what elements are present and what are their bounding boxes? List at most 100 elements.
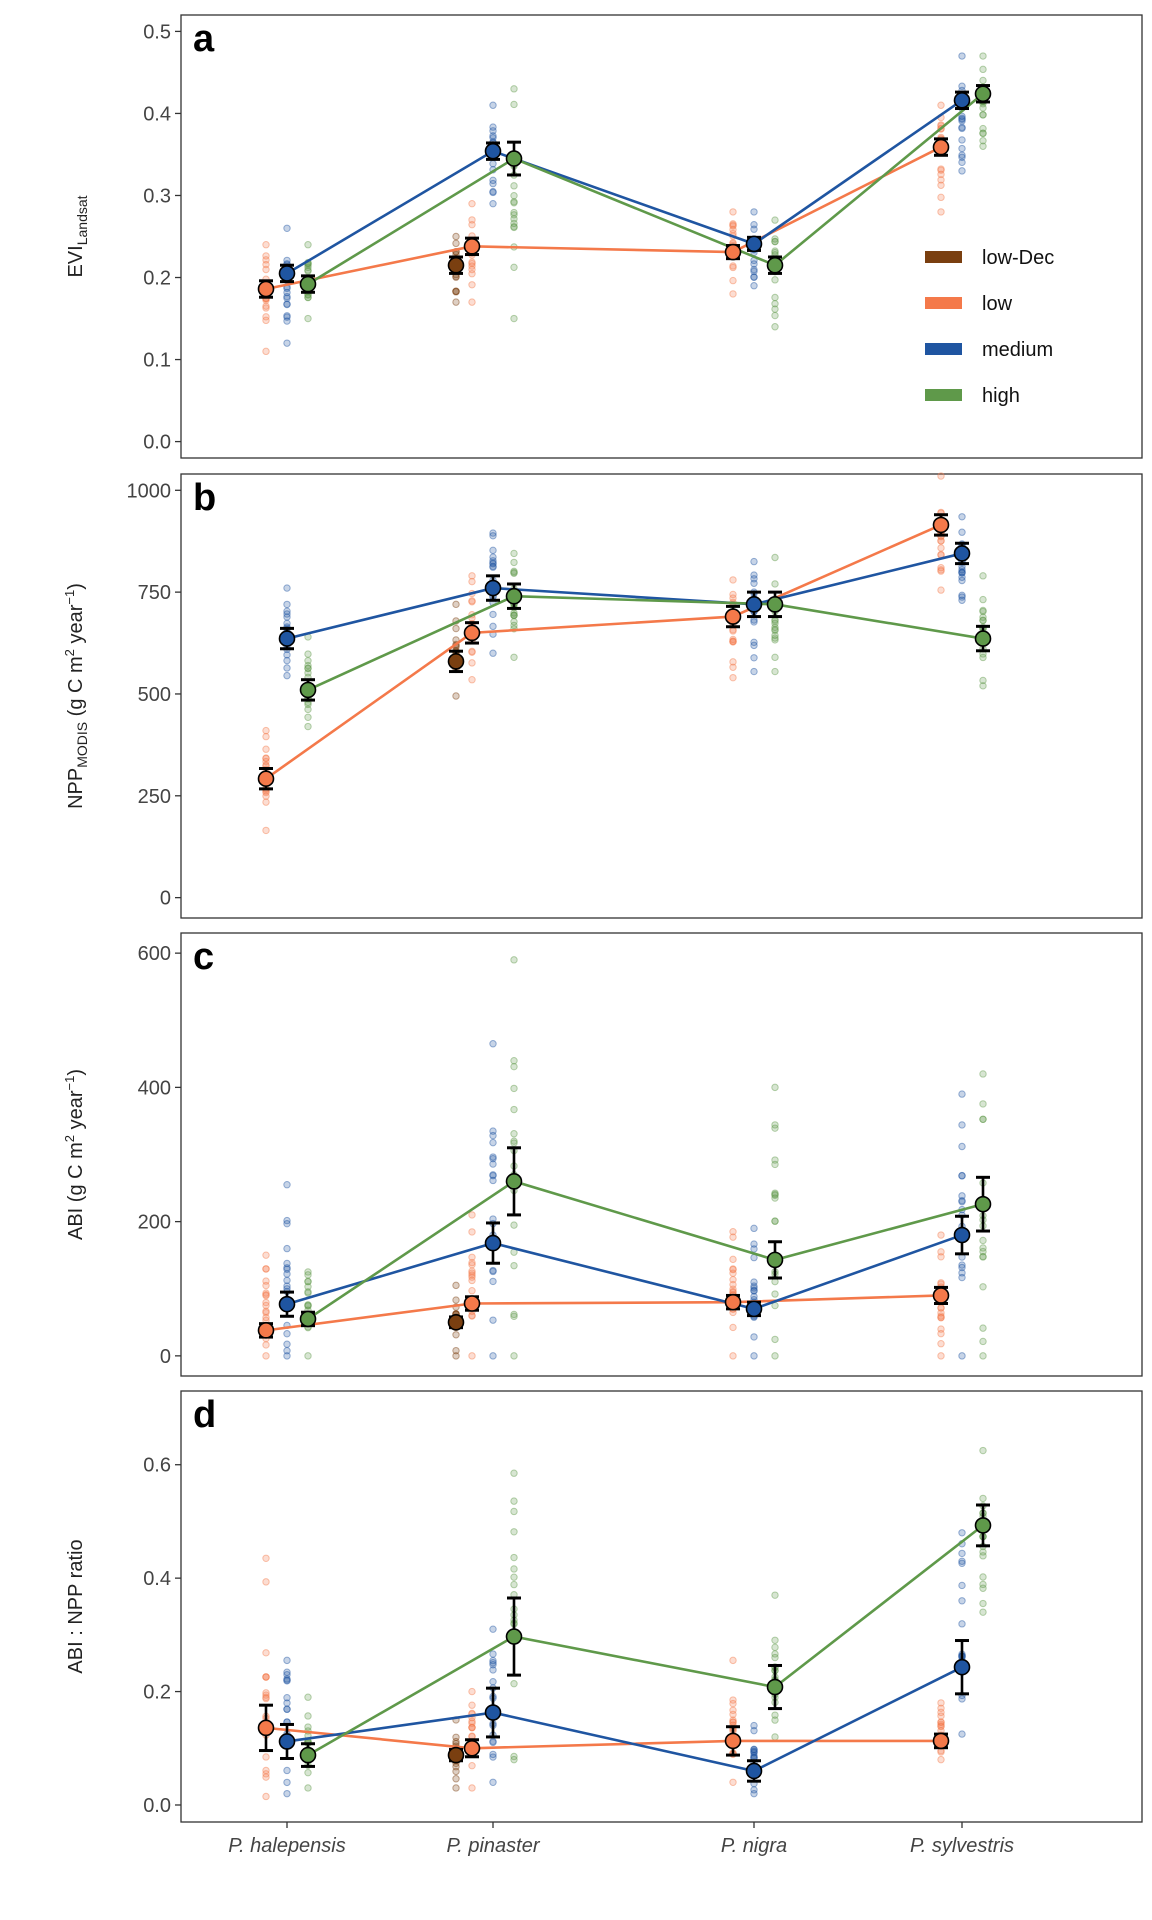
raw-point-low	[729, 658, 737, 666]
raw-point-medium	[489, 1154, 497, 1163]
mean-point-low	[257, 280, 275, 298]
raw-point-high	[304, 1301, 312, 1310]
raw-point-high	[979, 676, 987, 685]
mean-point-high	[974, 1195, 992, 1213]
raw-point-high	[304, 1283, 312, 1291]
raw-point-medium	[283, 671, 291, 680]
mean-point-high	[299, 275, 317, 293]
raw-point-low	[468, 1253, 476, 1261]
raw-point-low	[262, 316, 270, 325]
raw-point-medium	[489, 529, 497, 537]
raw-point-medium	[958, 1549, 966, 1558]
mean-point-low-Dec	[447, 1746, 465, 1764]
raw-point-medium	[283, 1705, 291, 1713]
panel-d: 0.0 0.2 0.4 0.6 ABI : NPP ratio d	[65, 1390, 1143, 1823]
raw-point-medium	[489, 553, 497, 561]
raw-point-low	[729, 221, 737, 229]
raw-point-low	[729, 576, 737, 584]
raw-point-medium	[958, 1620, 966, 1628]
raw-point-medium	[283, 1671, 291, 1679]
raw-point-high	[304, 293, 312, 302]
raw-point-medium	[958, 1090, 966, 1098]
raw-point-low-Dec	[452, 1775, 460, 1783]
raw-point-high	[771, 653, 779, 662]
raw-point-low	[468, 597, 476, 605]
raw-point-low	[468, 216, 476, 224]
y-tick-label: 0.6	[143, 1455, 171, 1477]
raw-point-medium	[283, 651, 291, 659]
raw-point-low	[262, 1770, 270, 1778]
raw-point-medium	[283, 294, 291, 302]
raw-point-low	[468, 1717, 476, 1726]
raw-point-low-Dec	[452, 1767, 460, 1776]
raw-point-high	[979, 1584, 987, 1592]
raw-point-high	[304, 661, 312, 670]
raw-point-medium	[750, 654, 758, 662]
y-tick-label: 0.0	[143, 1795, 171, 1817]
raw-point-medium	[958, 1263, 966, 1272]
raw-point-medium	[750, 1745, 758, 1754]
raw-point-medium	[283, 1244, 291, 1253]
raw-point-medium	[283, 312, 291, 320]
raw-point-high	[510, 1497, 518, 1505]
raw-point-medium	[283, 300, 291, 309]
raw-point-high	[979, 1236, 987, 1245]
raw-point-low	[937, 537, 945, 545]
raw-point-low	[729, 1696, 737, 1704]
raw-point-medium	[489, 1659, 497, 1667]
raw-point-medium	[958, 114, 966, 123]
series-line-low	[265, 1726, 941, 1750]
raw-point-high	[771, 237, 779, 246]
y-axis-title: ABI : NPP ratio	[65, 1539, 87, 1673]
raw-point-medium	[750, 1245, 758, 1253]
raw-point-medium	[489, 1176, 497, 1185]
raw-point-high	[510, 219, 518, 228]
raw-point-low	[468, 1723, 476, 1732]
raw-point-medium	[750, 267, 758, 276]
raw-point-low	[468, 1723, 476, 1731]
raw-point-medium	[750, 1282, 758, 1290]
raw-point-high	[510, 1105, 518, 1114]
raw-point-high	[510, 182, 518, 190]
mean-point-low	[257, 1322, 275, 1339]
raw-point-low	[468, 1723, 476, 1732]
raw-point-medium	[489, 1215, 497, 1223]
raw-point-medium	[958, 528, 966, 536]
raw-point-low	[262, 732, 270, 741]
raw-point-high	[510, 611, 518, 620]
raw-point-low	[937, 586, 945, 594]
raw-point-medium	[489, 1650, 497, 1658]
raw-point-medium	[489, 179, 497, 188]
raw-point-high	[771, 625, 779, 634]
mean-point-low	[724, 243, 742, 261]
raw-point-low	[937, 166, 945, 174]
raw-point-high	[510, 1261, 518, 1270]
raw-point-low	[262, 1265, 270, 1273]
raw-point-low	[729, 262, 737, 270]
raw-point-medium	[489, 1138, 497, 1147]
series-line-high	[307, 92, 984, 286]
raw-point-medium	[750, 641, 758, 650]
raw-point-high	[304, 1784, 312, 1792]
raw-point-low	[937, 567, 945, 575]
raw-point-high	[979, 1252, 987, 1261]
raw-point-medium	[283, 1676, 291, 1684]
raw-point-low	[468, 1211, 476, 1219]
raw-point-high	[510, 618, 518, 626]
raw-point-medium	[750, 225, 758, 233]
raw-point-high	[510, 611, 518, 619]
raw-point-low	[262, 260, 270, 269]
raw-point-low	[468, 1761, 476, 1770]
raw-point-medium	[958, 115, 966, 124]
raw-point-medium	[958, 596, 966, 604]
mean-point-low	[932, 138, 950, 156]
raw-point-low	[937, 1712, 945, 1720]
raw-point-low	[468, 265, 476, 274]
panel-letter: d	[193, 1394, 216, 1436]
raw-point-medium	[750, 571, 758, 579]
raw-point-medium	[283, 664, 291, 672]
legend-label: high	[982, 385, 1020, 407]
raw-point-medium	[489, 132, 497, 140]
raw-point-low	[262, 792, 270, 800]
